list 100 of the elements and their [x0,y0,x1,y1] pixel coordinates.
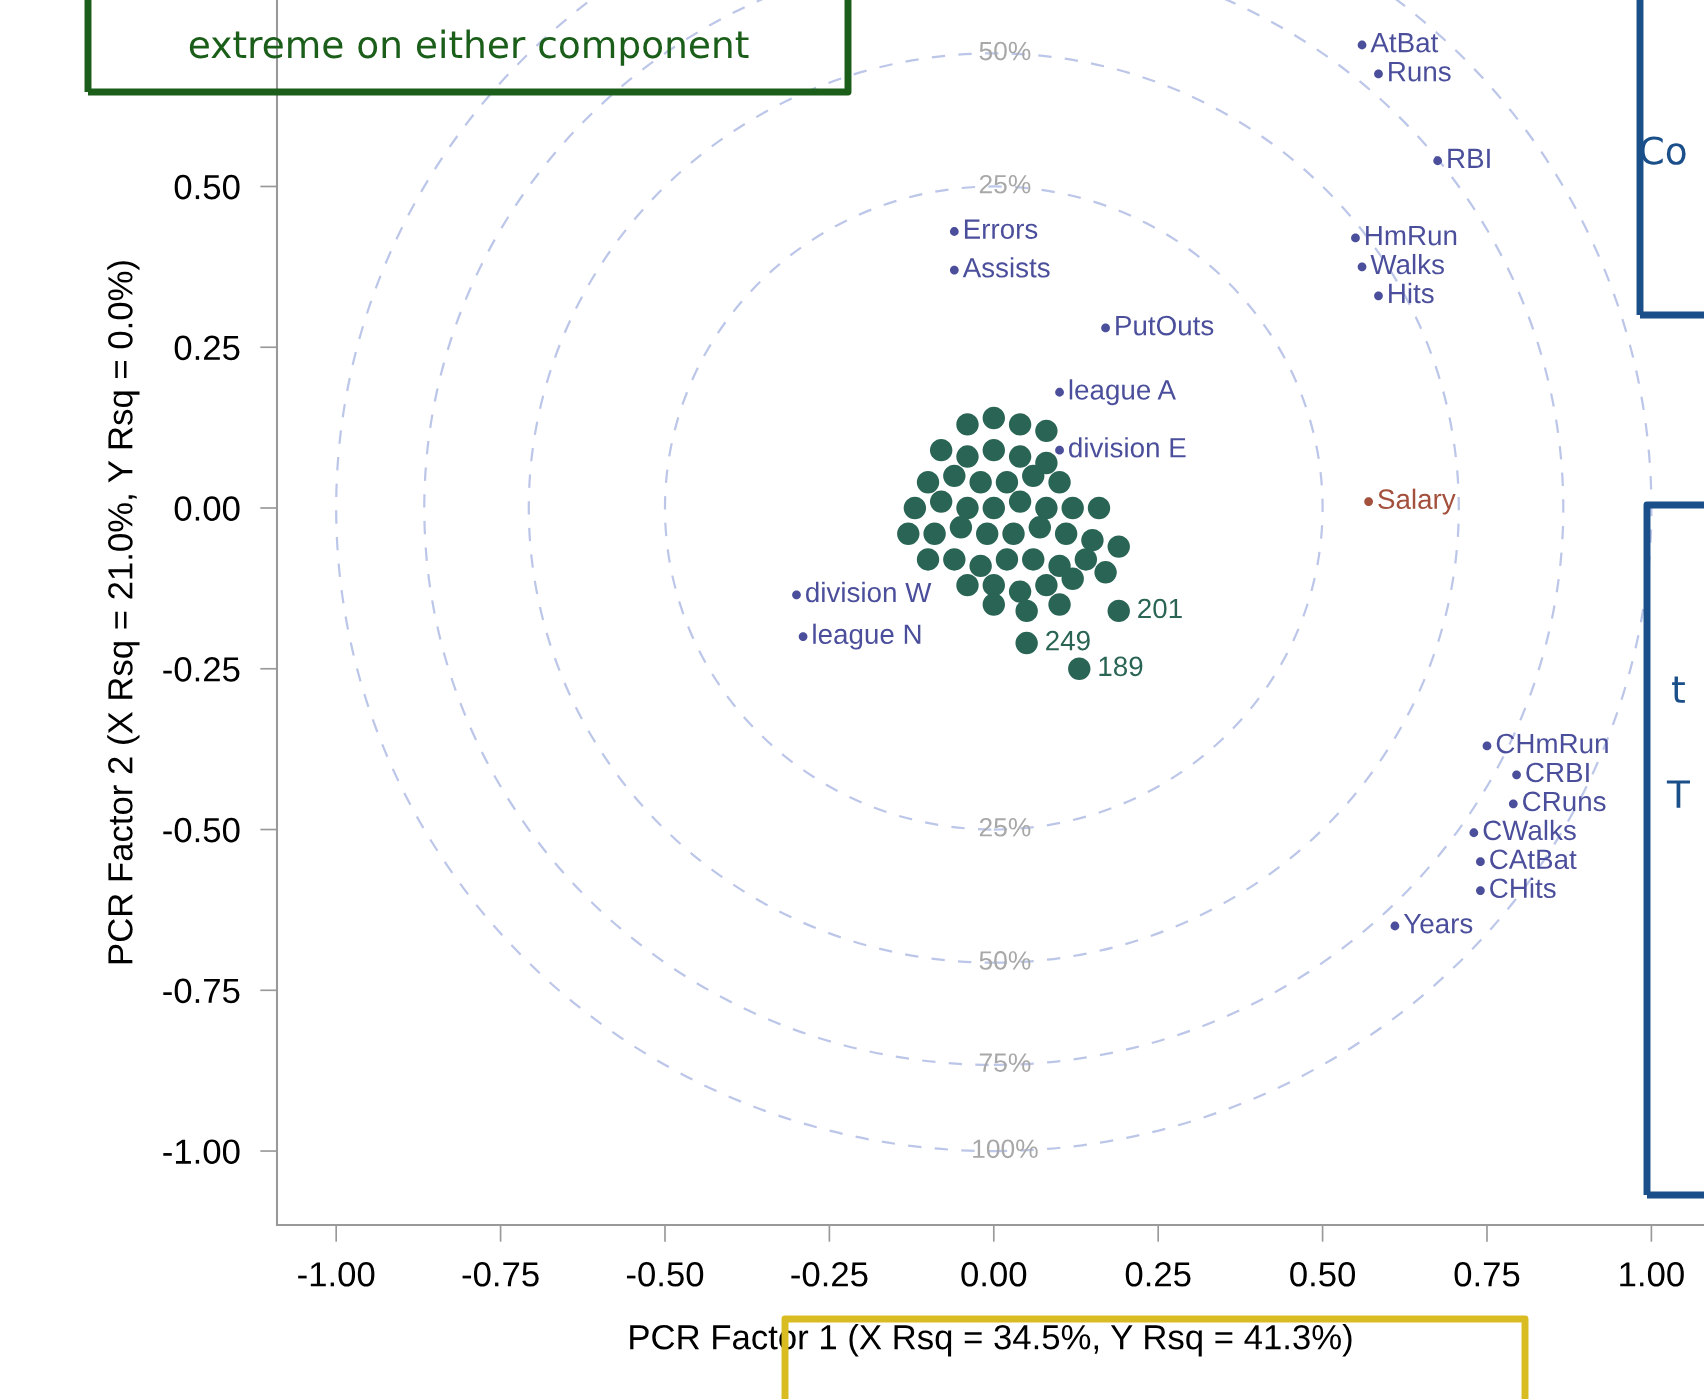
annotation: 100% [973,1139,1038,1159]
point [969,554,992,578]
annotation: 25% [979,174,1031,194]
point [943,464,966,488]
series-label: HmRun [1366,226,1457,246]
y-tick-label: 0.25 [174,335,240,361]
point [916,548,940,571]
point [1390,921,1400,931]
point [1374,291,1383,301]
point [1055,387,1064,397]
point [1476,857,1485,867]
series-label: CAtBat [1490,849,1577,870]
point [956,413,979,436]
point [982,593,1005,616]
series-label: Runs [1389,62,1451,82]
point [943,548,966,571]
point [929,490,953,513]
series-label: Assists [962,257,1050,278]
point [1101,323,1110,333]
series-label: AtBat [1370,33,1439,53]
point [1015,631,1038,655]
point [1351,233,1360,243]
series-label: division W [806,581,932,603]
series-label: Salary [1378,488,1456,515]
point [1035,419,1058,443]
point [1476,886,1485,896]
point [1068,657,1091,680]
point [995,471,1019,494]
point [1035,573,1058,597]
point [923,522,946,545]
y-tick-label: 0.00 [174,496,240,521]
annotation: 201 [1138,598,1182,619]
point [1048,593,1071,616]
point [1008,580,1032,603]
point [792,590,801,600]
annotation: 50% [979,41,1031,61]
annotation: 249 [1046,630,1090,651]
point [1022,464,1045,488]
x-tick-label: 0.25 [1125,1262,1191,1287]
series-label: RBI [1448,148,1490,168]
point [1035,496,1058,520]
annotation: 189 [1099,656,1143,677]
x-tick-label: 0.50 [1290,1262,1356,1287]
x-tick-label: 1.00 [1620,1262,1684,1287]
point [995,548,1019,571]
point [1087,496,1111,520]
annotation: T [1666,780,1690,808]
point [949,516,973,539]
point [1357,262,1367,272]
point [1107,535,1130,558]
point [982,573,1005,597]
point [1074,548,1098,571]
point [1008,490,1032,513]
series-label: CHits [1490,877,1556,899]
point [1094,561,1117,584]
point [929,438,953,462]
x-tick-label: 0.75 [1454,1262,1520,1287]
series-label: Years [1403,914,1473,934]
point [897,522,920,545]
point [1048,471,1071,494]
x-tick-label: -0.25 [791,1262,868,1287]
series-label: league N [813,623,921,650]
annotation: extreme on either component [189,29,749,66]
y-axis-title: PCR Factor 2 (X Rsq = 21.0%, Y Rsq = 0.0%) [107,261,140,964]
annotation: t [1672,676,1685,703]
point [956,445,979,468]
point [1374,69,1383,79]
point [949,227,959,236]
series-label: CHmRun [1496,733,1608,754]
series-label: division E [1069,437,1186,458]
series-label: CWalks [1483,819,1576,841]
point [798,632,808,642]
series-label: Hits [1389,282,1434,304]
point [903,496,927,520]
series-label: Errors [964,219,1038,239]
point [1008,413,1032,436]
point [1028,516,1052,539]
y-tick-label: -0.50 [163,817,240,843]
y-tick-label: 0.50 [174,174,240,200]
point [1061,567,1084,590]
point [1482,741,1492,751]
point [1015,599,1038,623]
point [1081,528,1104,552]
series-label: PutOuts [1116,315,1214,336]
y-tick-label: -0.25 [163,657,240,682]
point [1022,548,1045,571]
point [1433,156,1443,166]
point [916,471,940,494]
x-tick-label: -0.75 [462,1262,539,1287]
x-tick-label: -0.50 [626,1262,704,1287]
point [1048,554,1071,578]
point [976,522,999,545]
x-tick-label: -1.00 [298,1262,375,1287]
point [956,496,979,520]
point [956,573,979,597]
point [969,471,992,494]
point [1512,770,1521,780]
y-tick-label: -1.00 [163,1139,240,1164]
point [982,438,1005,462]
y-tick-label: -0.75 [163,978,240,1004]
